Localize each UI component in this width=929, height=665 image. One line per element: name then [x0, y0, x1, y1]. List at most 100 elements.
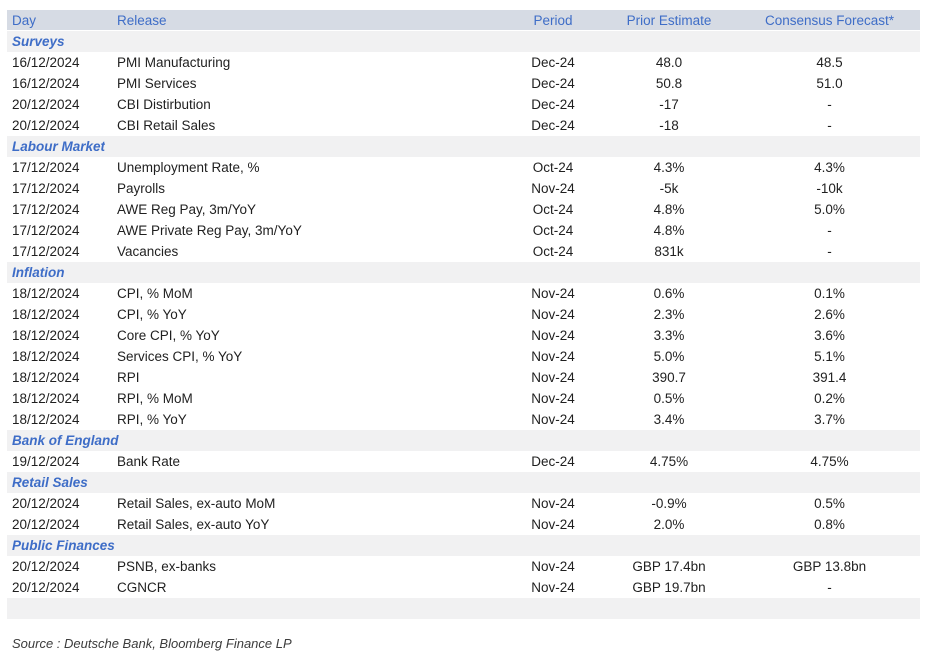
cell-period: Nov-24	[531, 349, 575, 364]
cell-consensus: 51.0	[816, 76, 843, 91]
cell-release: Retail Sales, ex-auto YoY	[117, 517, 270, 532]
cell-release: Services CPI, % YoY	[117, 349, 243, 364]
cell-prior: -17	[659, 97, 679, 112]
cell-period: Oct-24	[532, 244, 574, 259]
source-note: Source : Deutsche Bank, Bloomberg Financ…	[12, 636, 292, 651]
cell-day: 17/12/2024	[12, 244, 80, 259]
cell-prior: GBP 17.4bn	[632, 559, 706, 574]
cell-day: 16/12/2024	[12, 55, 80, 70]
cell-period: Nov-24	[531, 391, 575, 406]
cell-consensus: -	[827, 244, 832, 259]
cell-period: Dec-24	[531, 97, 575, 112]
cell-release: CPI, % MoM	[117, 286, 193, 301]
cell-prior: GBP 19.7bn	[632, 580, 706, 595]
cell-day: 17/12/2024	[12, 181, 80, 196]
cell-prior: -18	[659, 118, 679, 133]
cell-consensus: -	[827, 580, 832, 595]
cell-consensus: -10k	[816, 181, 843, 196]
cell-period: Nov-24	[531, 370, 575, 385]
cell-prior: 2.0%	[653, 517, 685, 532]
cell-consensus: 4.75%	[810, 454, 849, 469]
cell-period: Nov-24	[531, 307, 575, 322]
cell-prior: 0.6%	[653, 286, 685, 301]
cell-period: Oct-24	[532, 202, 574, 217]
table-row: 17/12/2024 Unemployment Rate, % Oct-24 4.3%…	[7, 157, 920, 178]
table-row: 18/12/2024 RPI, % MoM Nov-24 0.5% 0.2%	[7, 388, 920, 409]
cell-consensus: 0.8%	[814, 517, 845, 532]
table-bottom-band	[7, 598, 920, 619]
cell-consensus: -	[827, 97, 832, 112]
cell-day: 20/12/2024	[12, 97, 80, 112]
cell-period: Nov-24	[531, 559, 575, 574]
cell-consensus: 391.4	[812, 370, 847, 385]
cell-consensus: 3.7%	[814, 412, 845, 427]
cell-period: Nov-24	[531, 328, 575, 343]
cell-day: 17/12/2024	[12, 160, 80, 175]
cell-day: 20/12/2024	[12, 517, 80, 532]
cell-release: PSNB, ex-banks	[117, 559, 217, 574]
table-row: 17/12/2024 AWE Private Reg Pay, 3m/YoY Oct…	[7, 220, 920, 241]
cell-consensus: GBP 13.8bn	[792, 559, 867, 574]
cell-consensus: -	[827, 223, 832, 238]
cell-period: Nov-24	[531, 496, 575, 511]
cell-prior: -5k	[659, 181, 679, 196]
cell-prior: 50.8	[655, 76, 683, 91]
table-row: 20/12/2024 CBI Retail Sales Dec-24 -18 -	[7, 115, 920, 136]
cell-release: PMI Services	[117, 76, 197, 91]
cell-period: Nov-24	[531, 181, 575, 196]
column-header-day: Day	[12, 12, 37, 28]
cell-release: AWE Reg Pay, 3m/YoY	[117, 202, 257, 217]
table-row: 20/12/2024 PSNB, ex-banks Nov-24 GBP 17.4bn…	[7, 556, 920, 577]
cell-day: 18/12/2024	[12, 349, 80, 364]
cell-release: Retail Sales, ex-auto MoM	[117, 496, 276, 511]
section-label: Labour Market	[12, 139, 106, 154]
table-row: 16/12/2024 PMI Manufacturing Dec-24 48.0 48.…	[7, 52, 920, 73]
cell-release: AWE Private Reg Pay, 3m/YoY	[117, 223, 302, 238]
cell-period: Oct-24	[532, 223, 574, 238]
cell-period: Nov-24	[531, 580, 575, 595]
table-row: 19/12/2024 Bank Rate Dec-24 4.75% 4.75%	[7, 451, 920, 472]
cell-day: 17/12/2024	[12, 202, 80, 217]
cell-consensus: 2.6%	[814, 307, 845, 322]
cell-consensus: 5.0%	[814, 202, 845, 217]
cell-release: RPI, % YoY	[117, 412, 187, 427]
table-row: 18/12/2024 CPI, % MoM Nov-24 0.6% 0.1%	[7, 283, 920, 304]
cell-prior: 4.75%	[649, 454, 689, 469]
cell-day: 20/12/2024	[12, 496, 80, 511]
section-label: Surveys	[12, 34, 65, 49]
cell-release: PMI Manufacturing	[117, 55, 231, 70]
cell-release: Unemployment Rate, %	[117, 160, 260, 175]
cell-prior: 5.0%	[653, 349, 685, 364]
cell-consensus: 0.5%	[814, 496, 845, 511]
column-header-prior-estimate: Prior Estimate	[626, 12, 712, 28]
cell-day: 17/12/2024	[12, 223, 80, 238]
table-row: 18/12/2024 CPI, % YoY Nov-24 2.3% 2.6%	[7, 304, 920, 325]
cell-release: CGNCR	[117, 580, 167, 595]
cell-period: Dec-24	[531, 55, 575, 70]
table-row: 20/12/2024 Retail Sales, ex-auto MoM Nov-2…	[7, 493, 920, 514]
table-row: 17/12/2024 Payrolls Nov-24 -5k -10k	[7, 178, 920, 199]
cell-period: Nov-24	[531, 412, 575, 427]
cell-consensus: -	[827, 118, 832, 133]
table-body: Surveys 16/12/2024 PMI Manufacturing Dec-24…	[7, 31, 920, 598]
cell-consensus: 5.1%	[814, 349, 845, 364]
cell-day: 18/12/2024	[12, 391, 80, 406]
table-row: 18/12/2024 Core CPI, % YoY Nov-24 3.3% 3.6%	[7, 325, 920, 346]
cell-period: Dec-24	[531, 454, 575, 469]
cell-prior: 4.8%	[653, 223, 685, 238]
cell-release: RPI, % MoM	[117, 391, 193, 406]
section-label: Bank of England	[12, 433, 119, 448]
cell-prior: 3.4%	[653, 412, 685, 427]
cell-day: 18/12/2024	[12, 328, 80, 343]
cell-prior: 48.0	[655, 55, 683, 70]
table-row: 18/12/2024 RPI, % YoY Nov-24 3.4% 3.7%	[7, 409, 920, 430]
table-row: 18/12/2024 Services CPI, % YoY Nov-24 5.0% 5…	[7, 346, 920, 367]
cell-release: RPI	[117, 370, 140, 385]
cell-prior: 2.3%	[653, 307, 685, 322]
column-header-release: Release	[117, 12, 167, 28]
section-header-retail-sales: Retail Sales	[7, 472, 920, 493]
table-row: 20/12/2024 CBI Distirbution Dec-24 -17 -	[7, 94, 920, 115]
section-header-labour-market: Labour Market	[7, 136, 920, 157]
cell-day: 18/12/2024	[12, 370, 80, 385]
section-label: Public Finances	[12, 538, 115, 553]
